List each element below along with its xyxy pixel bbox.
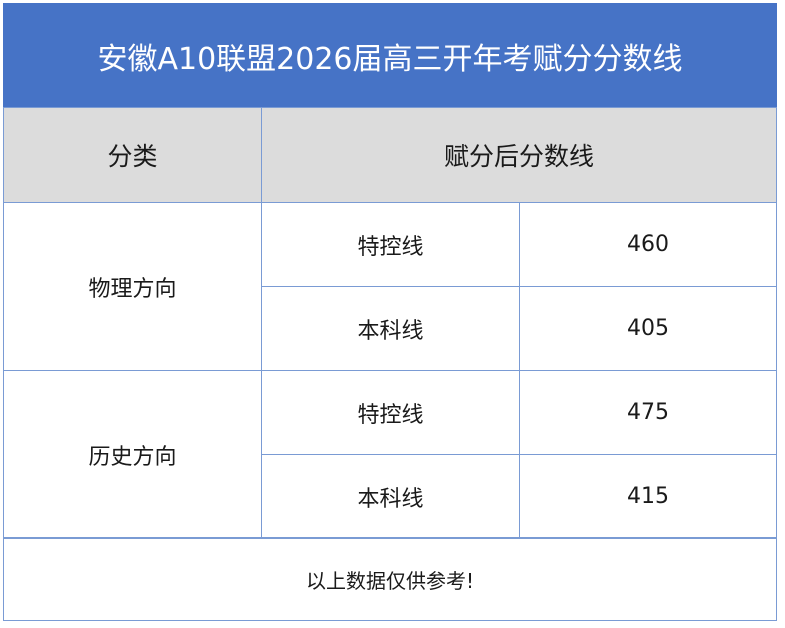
category-cell: 历史方向 (3, 370, 262, 539)
score-cell: 415 (519, 454, 777, 539)
category-cell: 物理方向 (3, 202, 262, 371)
line-type-cell: 本科线 (261, 454, 520, 539)
table-note: 以上数据仅供参考! (3, 537, 777, 621)
score-cell: 475 (519, 370, 777, 455)
column-header: 赋分后分数线 (261, 107, 777, 203)
column-header: 分类 (3, 107, 262, 203)
score-cell: 460 (519, 202, 777, 287)
table-title: 安徽A10联盟2026届高三开年考赋分分数线 (3, 3, 777, 108)
line-type-cell: 特控线 (261, 370, 520, 455)
line-type-cell: 特控线 (261, 202, 520, 287)
score-cell: 405 (519, 286, 777, 371)
line-type-cell: 本科线 (261, 286, 520, 371)
